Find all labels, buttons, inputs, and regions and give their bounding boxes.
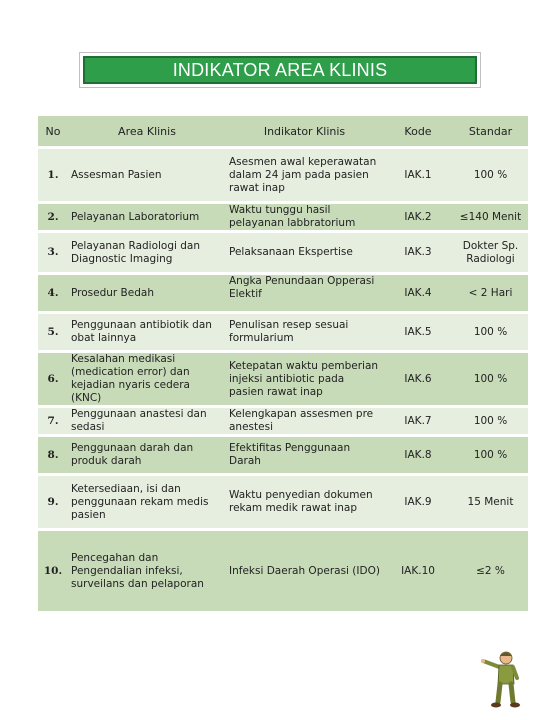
row-area: Penggunaan anastesi dan sedasi bbox=[68, 408, 226, 434]
row-standar: 100 % bbox=[453, 314, 528, 350]
table-row: 5. Penggunaan antibiotik dan obat lainny… bbox=[38, 314, 528, 350]
table-row: 2. Pelayanan Laboratorium Waktu tunggu h… bbox=[38, 204, 528, 230]
row-indikator: Pelaksanaan Ekspertise bbox=[226, 233, 383, 272]
table-row: 10. Pencegahan dan Pengendalian infeksi,… bbox=[38, 531, 528, 611]
table-header-row: No Area Klinis Indikator Klinis Kode Sta… bbox=[38, 116, 528, 146]
row-kode: IAK.8 bbox=[383, 437, 453, 473]
row-indikator: Penulisan resep sesuai formularium bbox=[226, 314, 383, 350]
row-area: Penggunaan antibiotik dan obat lainnya bbox=[68, 314, 226, 350]
row-standar: Dokter Sp. Radiologi bbox=[453, 233, 528, 272]
row-number: 9. bbox=[38, 476, 68, 528]
row-number: 6. bbox=[38, 353, 68, 405]
row-number: 4. bbox=[38, 275, 68, 311]
row-kode: IAK.10 bbox=[383, 531, 453, 611]
row-standar: ≤2 % bbox=[453, 531, 528, 611]
row-area: Pelayanan Laboratorium bbox=[68, 204, 226, 230]
indicator-table: No Area Klinis Indikator Klinis Kode Sta… bbox=[38, 113, 528, 614]
row-kode: IAK.1 bbox=[383, 149, 453, 201]
table-row: 4. Prosedur Bedah Angka Penundaan Oppera… bbox=[38, 275, 528, 311]
row-number: 10. bbox=[38, 531, 68, 611]
row-kode: IAK.3 bbox=[383, 233, 453, 272]
header-kode: Kode bbox=[383, 116, 453, 146]
row-standar: 100 % bbox=[453, 408, 528, 434]
row-indikator: Infeksi Daerah Operasi (IDO) bbox=[226, 531, 383, 611]
page-title: INDIKATOR AREA KLINIS bbox=[83, 56, 477, 84]
table-row: 9. Ketersediaan, isi dan penggunaan reka… bbox=[38, 476, 528, 528]
table-row: 3. Pelayanan Radiologi dan Diagnostic Im… bbox=[38, 233, 528, 272]
header-area: Area Klinis bbox=[68, 116, 226, 146]
row-number: 8. bbox=[38, 437, 68, 473]
row-indikator: Efektifitas Penggunaan Darah bbox=[226, 437, 383, 473]
table-row: 6. Kesalahan medikasi (medication error)… bbox=[38, 353, 528, 405]
row-indikator: Ketepatan waktu pemberian injeksi antibi… bbox=[226, 353, 383, 405]
row-indikator: Asesmen awal keperawatan dalam 24 jam pa… bbox=[226, 149, 383, 201]
row-standar: 15 Menit bbox=[453, 476, 528, 528]
title-frame: INDIKATOR AREA KLINIS bbox=[79, 52, 481, 88]
table-row: 7. Penggunaan anastesi dan sedasi Keleng… bbox=[38, 408, 528, 434]
row-number: 2. bbox=[38, 204, 68, 230]
row-standar: 100 % bbox=[453, 149, 528, 201]
row-standar: ≤140 Menit bbox=[453, 204, 528, 230]
row-number: 7. bbox=[38, 408, 68, 434]
row-kode: IAK.2 bbox=[383, 204, 453, 230]
header-no: No bbox=[38, 116, 68, 146]
row-number: 1. bbox=[38, 149, 68, 201]
row-kode: IAK.9 bbox=[383, 476, 453, 528]
header-indikator: Indikator Klinis bbox=[226, 116, 383, 146]
table-row: 1. Assesman Pasien Asesmen awal keperawa… bbox=[38, 149, 528, 201]
row-indikator: Kelengkapan assesmen pre anestesi bbox=[226, 408, 383, 434]
row-kode: IAK.5 bbox=[383, 314, 453, 350]
row-area: Prosedur Bedah bbox=[68, 275, 226, 311]
row-number: 3. bbox=[38, 233, 68, 272]
row-area: Kesalahan medikasi (medication error) da… bbox=[68, 353, 226, 405]
row-standar: 100 % bbox=[453, 353, 528, 405]
row-standar: 100 % bbox=[453, 437, 528, 473]
row-area: Penggunaan darah dan produk darah bbox=[68, 437, 226, 473]
row-number: 5. bbox=[38, 314, 68, 350]
cartoon-man-pointing-icon bbox=[481, 651, 520, 708]
row-indikator: Angka Penundaan Opperasi Elektif bbox=[226, 275, 383, 311]
header-standar: Standar bbox=[453, 116, 528, 146]
row-kode: IAK.6 bbox=[383, 353, 453, 405]
row-kode: IAK.7 bbox=[383, 408, 453, 434]
table-row: 8. Penggunaan darah dan produk darah Efe… bbox=[38, 437, 528, 473]
row-area: Pencegahan dan Pengendalian infeksi, sur… bbox=[68, 531, 226, 611]
row-indikator: Waktu penyedian dokumen rekam medik rawa… bbox=[226, 476, 383, 528]
row-area: Ketersediaan, isi dan penggunaan rekam m… bbox=[68, 476, 226, 528]
row-indikator: Waktu tunggu hasil pelayanan labbratoriu… bbox=[226, 204, 383, 230]
row-area: Assesman Pasien bbox=[68, 149, 226, 201]
row-area: Pelayanan Radiologi dan Diagnostic Imagi… bbox=[68, 233, 226, 272]
row-standar: < 2 Hari bbox=[453, 275, 528, 311]
row-kode: IAK.4 bbox=[383, 275, 453, 311]
